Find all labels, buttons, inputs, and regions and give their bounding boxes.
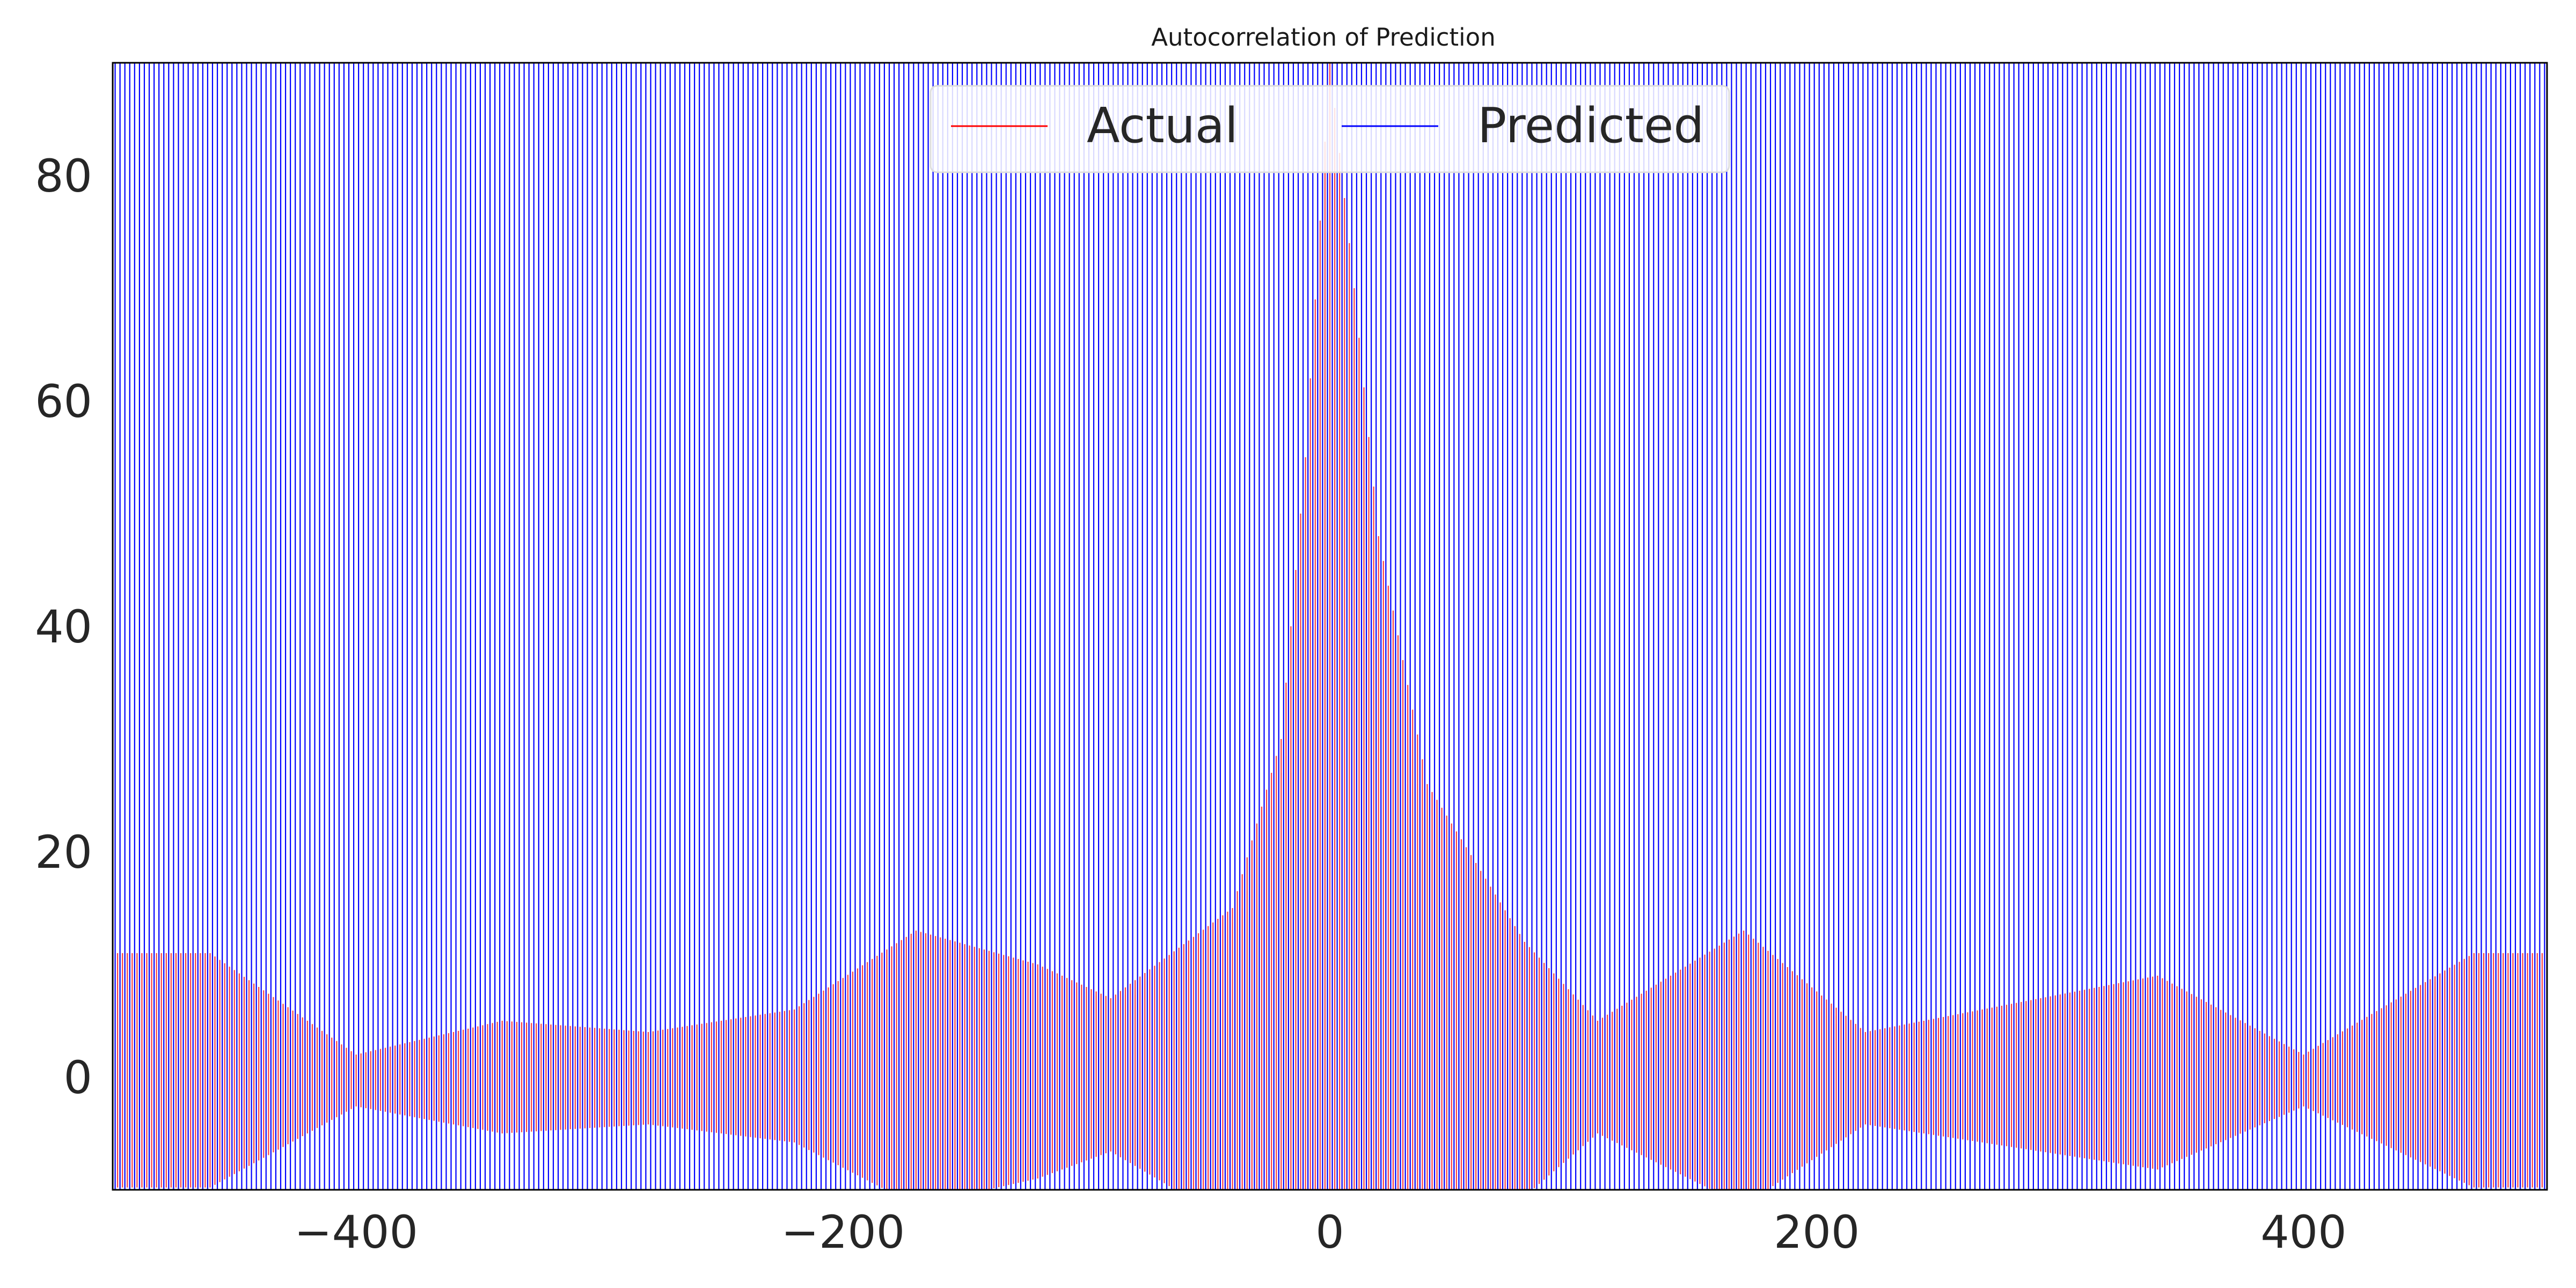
x-tick-label: −200 — [781, 1206, 905, 1258]
actual-series — [116, 63, 2543, 1190]
x-axis: −400 −200 0 200 400 — [294, 1206, 2346, 1258]
y-tick-label: 60 — [35, 375, 92, 428]
x-tick-label: −400 — [294, 1206, 418, 1258]
chart-title: Autocorrelation of Prediction — [1151, 23, 1495, 52]
y-tick-label: 80 — [35, 150, 92, 202]
y-axis: 0 20 40 60 80 — [35, 150, 92, 1104]
legend: Actual Predicted — [930, 85, 1730, 173]
x-tick-label: 0 — [1315, 1206, 1344, 1258]
legend-predicted-label: Predicted — [1477, 98, 1704, 154]
legend-actual-label: Actual — [1087, 98, 1238, 154]
y-tick-label: 0 — [64, 1051, 92, 1104]
x-tick-label: 200 — [1774, 1206, 1860, 1258]
y-tick-label: 40 — [35, 601, 92, 653]
x-tick-label: 400 — [2260, 1206, 2346, 1258]
plot-frame — [112, 62, 2548, 1191]
y-tick-label: 20 — [35, 826, 92, 879]
predicted-series — [114, 63, 2545, 1190]
legend-box — [930, 85, 1730, 173]
